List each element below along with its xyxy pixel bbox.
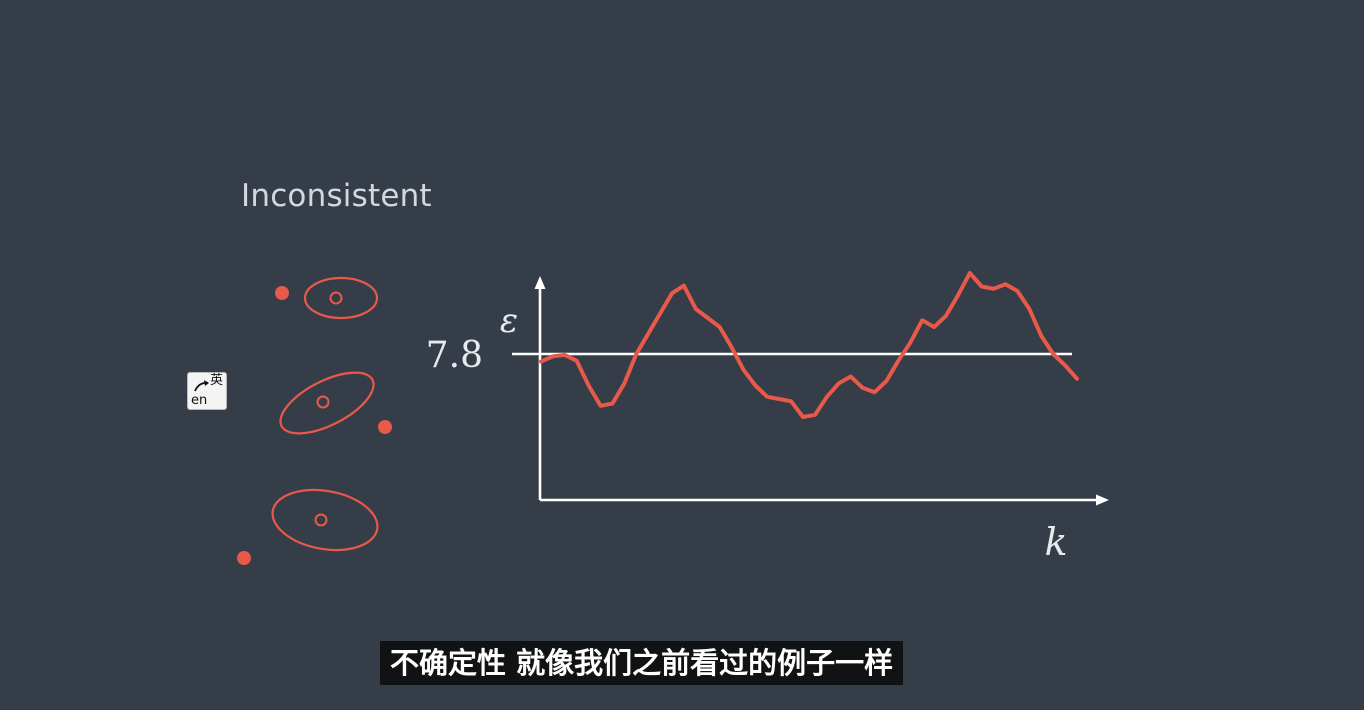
slide-heading: Inconsistent (241, 178, 432, 214)
estimate-point (316, 395, 330, 409)
error-series-line (539, 271, 1079, 419)
uncertainty-ellipse (279, 371, 375, 435)
uncertainty-ellipse (303, 276, 379, 320)
ime-language-toggle[interactable]: 英 en (187, 372, 227, 410)
estimate-point (314, 513, 328, 527)
uncertainty-ellipse (271, 488, 379, 552)
ime-english-label: en (191, 393, 208, 408)
ime-chinese-label: 英 (209, 373, 223, 388)
outlier-point (237, 551, 251, 565)
y-axis-arrow (534, 276, 546, 289)
video-subtitle: 不确定性 就像我们之前看过的例子一样 (380, 641, 904, 685)
ellipse-diagram-1 (275, 276, 379, 320)
outlier-point (275, 286, 289, 300)
threshold-label: 7.8 (426, 335, 483, 376)
ellipse-diagram-3 (237, 488, 379, 565)
x-axis-label: k (1044, 520, 1067, 564)
ellipse-diagram-2 (279, 371, 392, 435)
estimate-point (329, 291, 343, 305)
error-chart: ε k 7.8 (426, 271, 1109, 564)
x-axis-arrow (1096, 494, 1109, 506)
outlier-point (378, 420, 392, 434)
swap-arrow-icon (194, 380, 209, 392)
y-axis-label: ε (500, 301, 518, 341)
